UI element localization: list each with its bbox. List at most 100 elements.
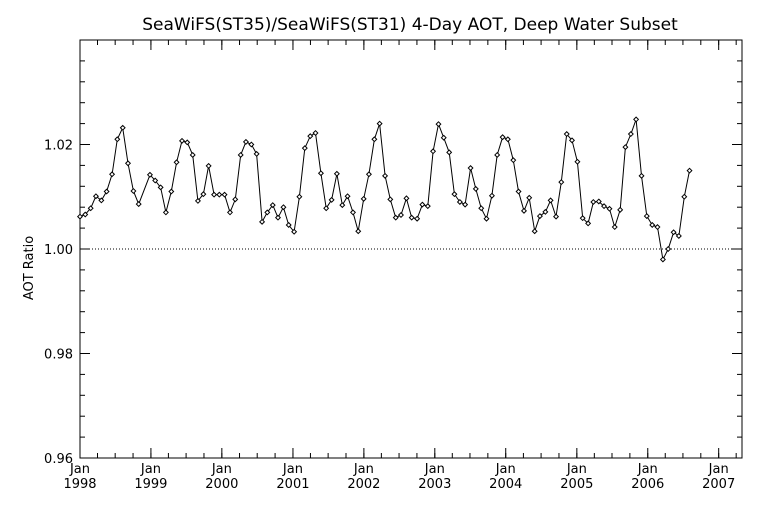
data-point	[146, 171, 153, 178]
data-point	[339, 202, 346, 209]
data-point	[130, 187, 137, 195]
data-point	[590, 198, 597, 205]
data-point	[403, 195, 410, 202]
x-tick-year-label: 2007	[702, 477, 735, 492]
data-point	[248, 141, 255, 148]
data-point	[76, 213, 84, 220]
data-point	[317, 170, 324, 177]
data-point	[670, 229, 677, 236]
data-point	[494, 151, 501, 158]
data-point	[259, 218, 266, 225]
data-point	[349, 209, 357, 216]
data-point	[446, 149, 453, 156]
data-point	[568, 137, 575, 144]
data-point	[328, 196, 335, 203]
data-point	[633, 116, 640, 123]
x-tick-month-label: Jan	[708, 462, 729, 477]
data-point	[515, 188, 522, 195]
x-tick-year-label: 2001	[276, 477, 309, 492]
data-point	[301, 145, 308, 152]
data-point	[617, 206, 624, 213]
x-tick-year-label: 2000	[205, 477, 238, 492]
data-point	[162, 209, 169, 216]
x-tick-month-label: Jan	[69, 462, 90, 477]
x-tick-year-label: 2006	[631, 477, 664, 492]
data-point	[558, 179, 565, 186]
major-ticks	[79, 40, 742, 459]
data-point	[253, 150, 260, 157]
data-point	[226, 209, 234, 216]
x-tick-month-label: Jan	[211, 462, 232, 477]
data-point	[627, 131, 634, 138]
data-point	[135, 201, 142, 208]
data-point	[211, 191, 218, 198]
x-tick-month-label: Jan	[353, 462, 374, 477]
data-point	[451, 191, 458, 198]
data-point	[179, 137, 186, 144]
x-tick-year-label: 2002	[347, 477, 380, 492]
data-point	[488, 192, 495, 199]
data-point	[87, 205, 94, 212]
data-point	[574, 158, 581, 165]
data-point	[307, 133, 314, 140]
data-point	[371, 136, 378, 143]
chart-title: SeaWiFS(ST35)/SeaWiFS(ST31) 4-Day AOT, D…	[142, 15, 678, 35]
data-point	[681, 193, 688, 200]
x-tick-year-label: 2005	[560, 477, 593, 492]
y-tick-labels: 0.96 0.98 1.00 1.02	[44, 139, 73, 468]
data-point	[274, 214, 282, 221]
data-point	[119, 124, 126, 131]
data-point	[387, 196, 394, 203]
data-point	[536, 213, 543, 220]
data-point	[291, 228, 298, 235]
data-point	[344, 193, 351, 200]
y-axis-label: AOT Ratio	[22, 236, 37, 300]
y-tick-label: 0.98	[44, 348, 73, 363]
data-point	[622, 144, 629, 151]
data-point	[456, 198, 463, 205]
data-point	[563, 131, 570, 138]
data-point	[392, 214, 399, 221]
data-point	[510, 157, 517, 164]
data-point	[424, 203, 431, 210]
data-point	[665, 245, 672, 253]
data-point	[649, 221, 656, 228]
data-point	[542, 208, 549, 215]
data-point	[98, 197, 105, 204]
data-point	[659, 256, 666, 263]
data-point	[200, 191, 207, 198]
data-point	[312, 129, 319, 137]
data-point	[280, 204, 287, 211]
data-point	[440, 134, 447, 141]
data-point	[152, 177, 159, 184]
data-point	[124, 160, 132, 167]
data-point	[531, 228, 538, 235]
data-point	[483, 215, 490, 222]
data-point	[606, 205, 613, 212]
data-point	[103, 188, 110, 195]
data-point	[595, 198, 602, 205]
data-point	[189, 151, 196, 158]
series-markers	[76, 116, 693, 263]
data-point	[526, 194, 533, 201]
data-point	[114, 136, 121, 143]
data-point	[194, 197, 201, 204]
x-tick-month-label: Jan	[566, 462, 587, 477]
data-point	[232, 196, 239, 203]
data-point	[611, 224, 618, 231]
data-point	[237, 151, 244, 158]
x-tick-year-label: 1999	[134, 477, 167, 492]
data-point	[382, 172, 389, 179]
data-point	[365, 171, 372, 178]
x-tick-month-label: Jan	[140, 462, 161, 477]
data-point	[216, 191, 223, 198]
x-tick-month-label: Jan	[495, 462, 516, 477]
data-point	[547, 197, 554, 204]
y-tick-label: 1.02	[44, 139, 73, 154]
data-point	[654, 224, 661, 231]
data-point	[579, 215, 586, 222]
data-point	[269, 202, 276, 209]
data-point	[397, 212, 405, 219]
data-point	[414, 215, 421, 222]
